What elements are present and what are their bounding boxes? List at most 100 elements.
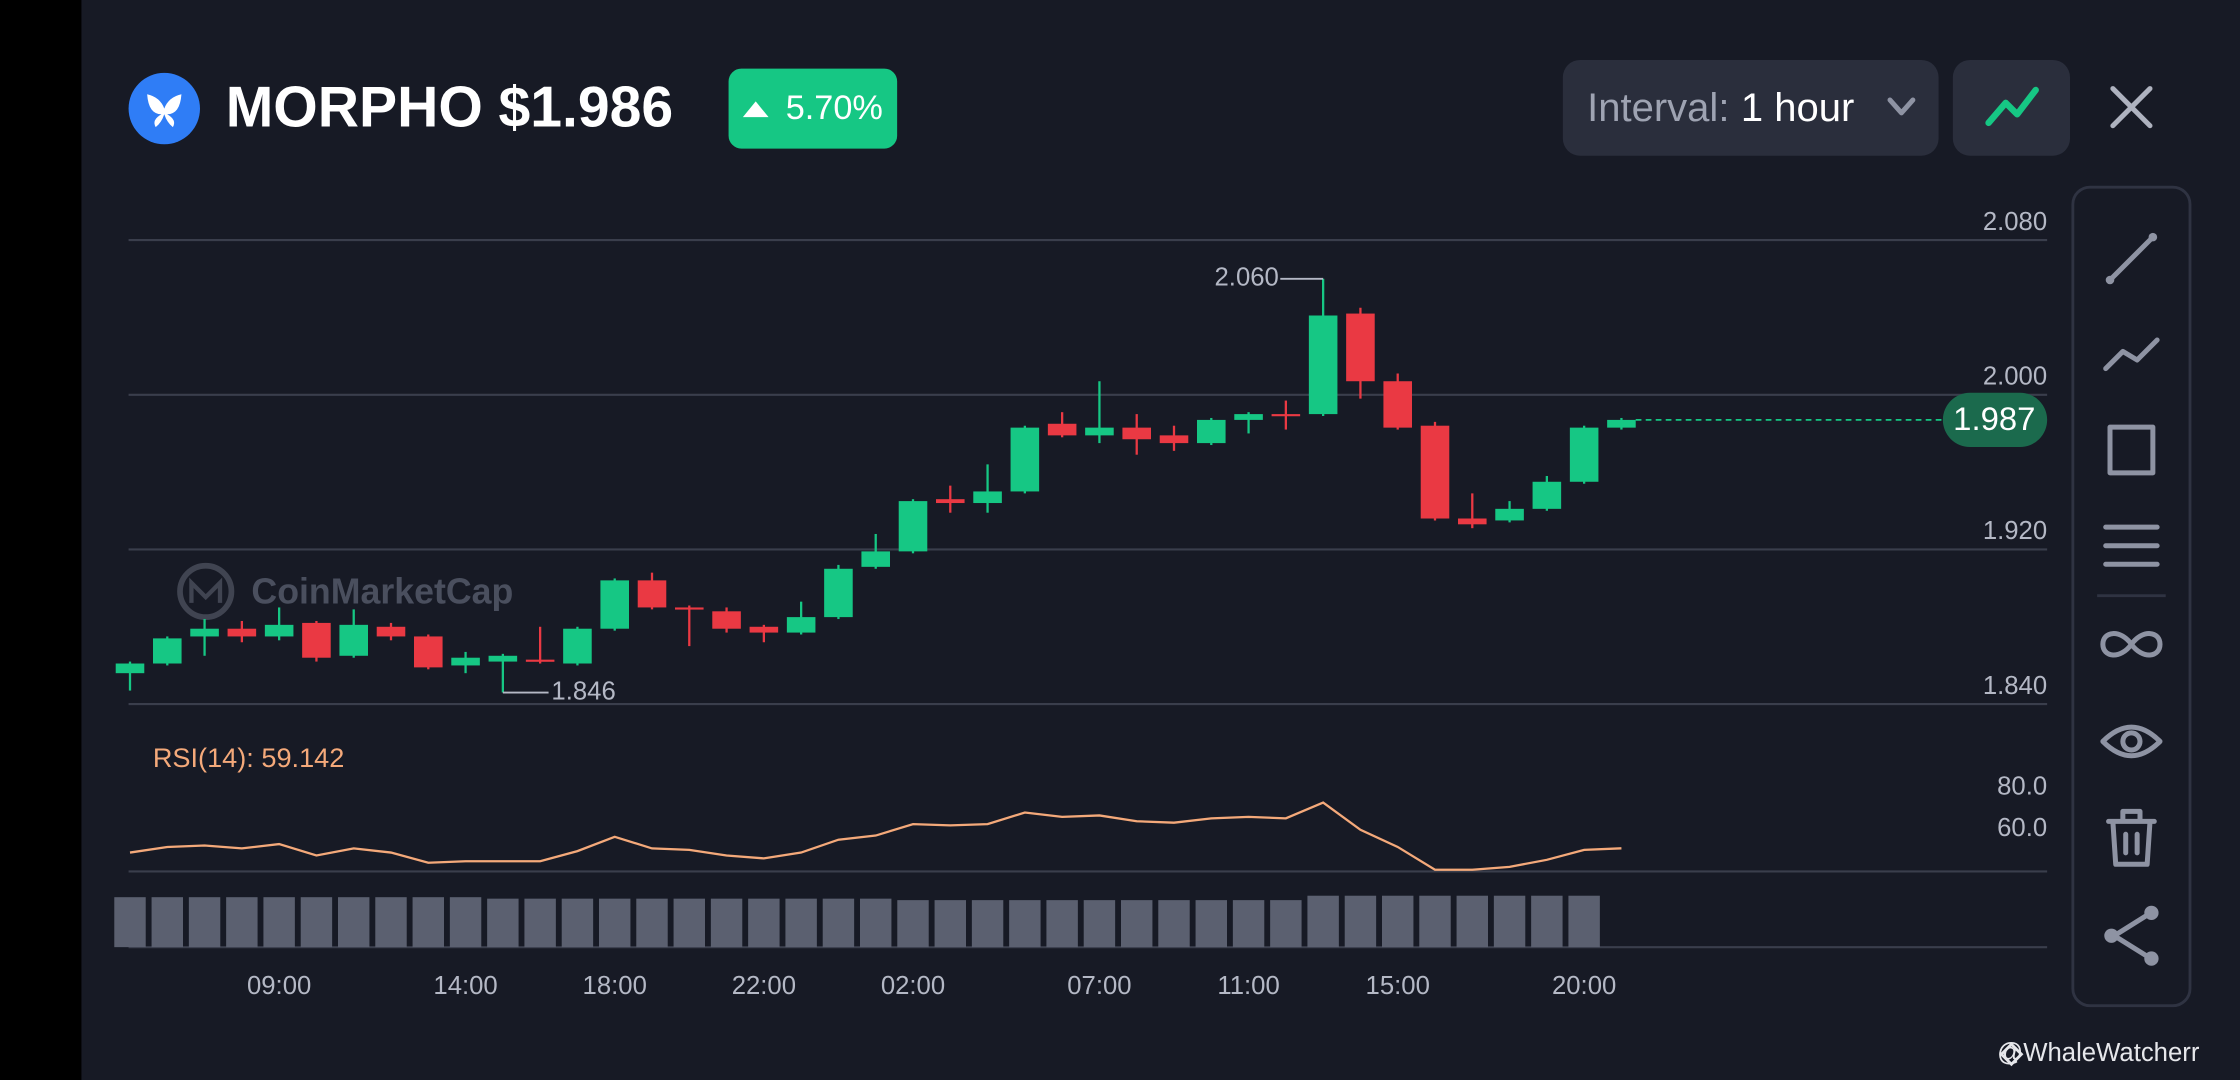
x-tick-label: 22:00 xyxy=(732,972,796,1000)
candle-body xyxy=(1234,414,1263,420)
credit-icon xyxy=(1999,1042,2024,1067)
candle-body xyxy=(227,628,257,637)
y-tick-label: 1.920 xyxy=(1983,517,2047,545)
last-price-badge xyxy=(1942,392,2048,448)
volume-bar xyxy=(561,898,594,948)
change-text: 5.70% xyxy=(786,89,883,127)
volume-bar xyxy=(673,898,705,948)
candle-body xyxy=(1569,427,1599,482)
y-tick-label: 2.080 xyxy=(1983,208,2047,236)
x-tick-label: 18:00 xyxy=(583,972,647,1000)
interval-dropdown[interactable] xyxy=(1562,60,1939,156)
tool-visibility[interactable] xyxy=(2100,724,2163,759)
candle-body xyxy=(936,499,965,504)
annotation-label: 2.060 xyxy=(1215,264,1279,292)
y-tick-label: 1.840 xyxy=(1983,672,2047,700)
watermark: CoinMarketCap xyxy=(251,572,513,612)
volume-bar xyxy=(1493,895,1526,948)
interval-text: Interval: 1 hour xyxy=(1587,86,1854,130)
volume-bar xyxy=(1307,895,1339,948)
volume-bar xyxy=(822,898,855,948)
candle-body xyxy=(973,491,1002,504)
tool-rectangle[interactable] xyxy=(2107,424,2156,476)
volume-bar xyxy=(1419,895,1451,948)
credit: @WhaleWatcherr xyxy=(1997,1039,2200,1067)
chart-type-icon xyxy=(1985,86,2039,127)
interval-label: Interval: xyxy=(1587,86,1729,130)
volume-bar xyxy=(449,897,482,948)
volume-bar xyxy=(1121,900,1153,948)
candle-body xyxy=(637,580,667,608)
x-tick-label: 02:00 xyxy=(881,972,945,1000)
volume-bar xyxy=(748,898,780,948)
candle-body xyxy=(563,628,592,664)
volume-bar xyxy=(897,900,929,948)
candle-body xyxy=(786,617,816,633)
volume-bar xyxy=(375,897,407,948)
watermark-logo xyxy=(177,562,235,620)
volume-bar xyxy=(263,897,295,948)
candle-body xyxy=(1346,313,1375,382)
candle-body xyxy=(1010,427,1040,492)
tool-parallel[interactable] xyxy=(2103,524,2160,567)
volume-bar xyxy=(412,897,444,948)
annotation-label: 1.846 xyxy=(551,677,615,705)
volume-bar xyxy=(599,898,631,948)
close-button[interactable] xyxy=(2110,86,2153,129)
candle-body xyxy=(339,624,368,656)
y-tick-label: 60.0 xyxy=(1997,814,2047,842)
candle-body xyxy=(302,622,331,658)
y-tick-label: 80.0 xyxy=(1997,773,2047,801)
candle-body xyxy=(749,626,779,633)
candle-body xyxy=(861,551,890,567)
candle-body xyxy=(1271,414,1301,417)
y-tick-label: 2.000 xyxy=(1983,362,2047,390)
price: $1.986 xyxy=(498,76,673,140)
volume-bar xyxy=(971,900,1004,948)
candle-body xyxy=(190,628,219,637)
volume-bar xyxy=(1232,900,1265,948)
tool-share[interactable] xyxy=(2104,905,2159,966)
candle-body xyxy=(264,624,294,637)
candle-body xyxy=(153,638,182,664)
up-arrow xyxy=(742,101,769,118)
volume-bar xyxy=(226,897,258,948)
volume-bar xyxy=(1270,900,1302,948)
candle-body xyxy=(1383,381,1412,428)
tool-line[interactable] xyxy=(2105,232,2158,285)
tool-infinity[interactable] xyxy=(2100,631,2163,658)
volume-bar xyxy=(636,898,668,948)
volume-bar xyxy=(1158,900,1190,948)
candle-body xyxy=(1607,419,1636,428)
last-price-label: 1.987 xyxy=(1953,400,2035,437)
rsi-title: RSI(14): 59.142 xyxy=(153,742,345,773)
candle-body xyxy=(898,501,928,552)
volume-bar xyxy=(151,897,184,948)
candle-body xyxy=(675,607,704,610)
volume-bar xyxy=(785,898,817,948)
candle-body xyxy=(1197,419,1226,444)
volume-bar xyxy=(1046,900,1078,948)
left-edge xyxy=(0,0,82,1080)
x-tick-label: 07:00 xyxy=(1067,972,1131,1000)
rsi-line xyxy=(129,801,1622,871)
candle-body xyxy=(824,568,853,618)
coin-title: MORPHO $1.986 xyxy=(226,76,674,140)
tool-polyline[interactable] xyxy=(2103,337,2160,372)
x-tick-label: 14:00 xyxy=(433,972,497,1000)
tool-delete[interactable] xyxy=(2106,808,2157,867)
candle-body xyxy=(1420,425,1450,519)
candle-body xyxy=(413,636,443,668)
candle-body xyxy=(1532,481,1562,509)
volume-bar xyxy=(710,898,743,948)
x-tick-label: 15:00 xyxy=(1366,972,1430,1000)
volume-bar xyxy=(1083,900,1116,948)
candle-body xyxy=(1122,427,1151,440)
volume-bar xyxy=(114,897,146,948)
candle-body xyxy=(488,655,518,662)
volume-bar xyxy=(338,897,370,948)
volume-bar xyxy=(860,898,892,948)
x-tick-label: 09:00 xyxy=(247,972,311,1000)
